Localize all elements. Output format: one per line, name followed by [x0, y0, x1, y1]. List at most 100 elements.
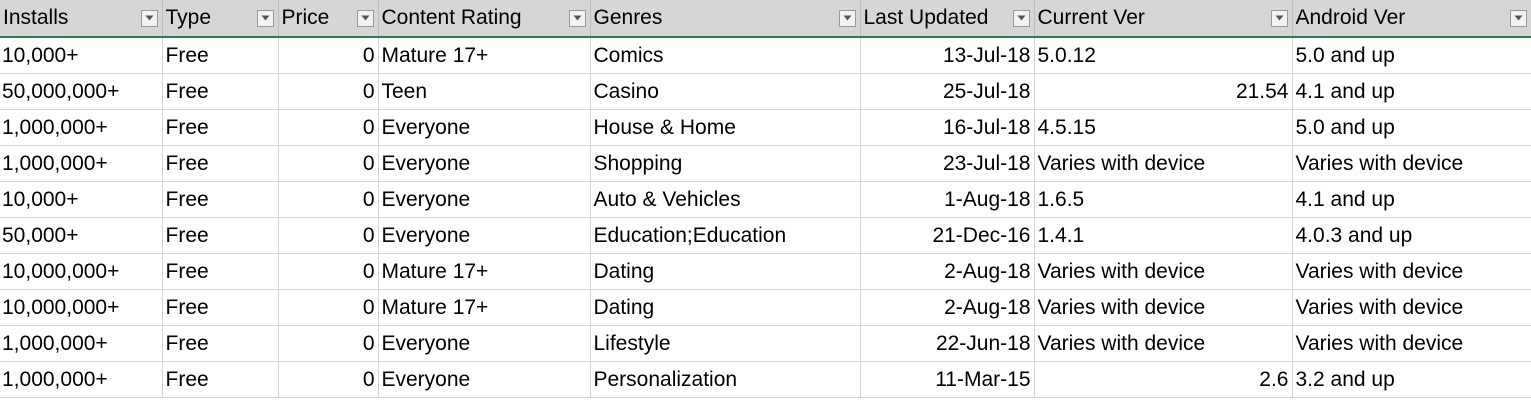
cell-installs[interactable]: 50,000+ — [0, 217, 163, 254]
cell-genres[interactable]: Lifestyle — [590, 325, 861, 362]
cell-content-rating[interactable]: Mature 17+ — [378, 253, 591, 290]
cell-type[interactable]: Free — [162, 289, 279, 326]
cell-price[interactable]: 0 — [278, 361, 379, 398]
cell-content-rating[interactable]: Everyone — [378, 145, 591, 182]
cell-current-ver[interactable]: 1.6.5 — [1034, 181, 1293, 218]
cell-genres[interactable]: House & Home — [590, 109, 861, 146]
cell-content-rating[interactable]: Everyone — [378, 361, 591, 398]
column-header-label: Android Ver — [1295, 6, 1406, 29]
filter-dropdown-arrow-icon[interactable] — [356, 9, 374, 27]
cell-installs[interactable]: 50,000,000+ — [0, 73, 163, 110]
cell-price[interactable]: 0 — [278, 325, 379, 362]
cell-installs[interactable]: 1,000,000+ — [0, 145, 163, 182]
cell-installs[interactable]: 10,000+ — [0, 37, 163, 74]
cell-current-ver[interactable]: Varies with device — [1034, 289, 1293, 326]
filter-dropdown-arrow-icon[interactable] — [568, 9, 586, 27]
cell-last-updated[interactable]: 2-Aug-18 — [860, 253, 1035, 290]
cell-price[interactable]: 0 — [278, 217, 379, 254]
cell-genres[interactable]: Dating — [590, 289, 861, 326]
cell-installs[interactable]: 10,000,000+ — [0, 289, 163, 326]
cell-content-rating[interactable]: Mature 17+ — [378, 37, 591, 74]
cell-current-ver[interactable]: 21.54 — [1034, 73, 1293, 110]
cell-genres[interactable]: Dating — [590, 253, 861, 290]
cell-content-rating[interactable]: Everyone — [378, 109, 591, 146]
cell-genres[interactable]: Shopping — [590, 145, 861, 182]
cell-current-ver[interactable]: 4.5.15 — [1034, 109, 1293, 146]
cell-installs[interactable]: 10,000,000+ — [0, 253, 163, 290]
cell-android-ver[interactable]: Varies with device — [1292, 325, 1531, 362]
cell-android-ver[interactable]: Varies with device — [1292, 253, 1531, 290]
cell-last-updated[interactable]: 2-Aug-18 — [860, 289, 1035, 326]
cell-current-ver[interactable]: 1.4.1 — [1034, 217, 1293, 254]
cell-price[interactable]: 0 — [278, 253, 379, 290]
cell-genres[interactable]: Personalization — [590, 361, 861, 398]
cell-android-ver[interactable]: Varies with device — [1292, 145, 1531, 182]
cell-content-rating[interactable]: Teen — [378, 73, 591, 110]
table-row: 1,000,000+ Free 0 Everyone House & Home 16-Ju… — [0, 109, 1531, 146]
cell-type[interactable]: Free — [162, 109, 279, 146]
column-header-installs[interactable]: Installs — [0, 0, 163, 38]
filter-dropdown-arrow-icon[interactable] — [256, 9, 274, 27]
cell-android-ver[interactable]: 5.0 and up — [1292, 37, 1531, 74]
cell-type[interactable]: Free — [162, 325, 279, 362]
column-header-genres[interactable]: Genres — [590, 0, 861, 38]
cell-content-rating[interactable]: Everyone — [378, 181, 591, 218]
cell-last-updated[interactable]: 22-Jun-18 — [860, 325, 1035, 362]
cell-last-updated[interactable]: 16-Jul-18 — [860, 109, 1035, 146]
cell-last-updated[interactable]: 21-Dec-16 — [860, 217, 1035, 254]
cell-installs[interactable]: 1,000,000+ — [0, 325, 163, 362]
cell-price[interactable]: 0 — [278, 73, 379, 110]
cell-installs[interactable]: 10,000+ — [0, 181, 163, 218]
cell-type[interactable]: Free — [162, 145, 279, 182]
cell-genres[interactable]: Comics — [590, 37, 861, 74]
column-header-content-rating[interactable]: Content Rating — [378, 0, 591, 38]
cell-type[interactable]: Free — [162, 181, 279, 218]
cell-content-rating[interactable]: Mature 17+ — [378, 289, 591, 326]
table-row: 50,000,000+ Free 0 Teen Casino 25-Jul-18 21.54… — [0, 73, 1531, 110]
cell-price[interactable]: 0 — [278, 289, 379, 326]
cell-current-ver[interactable]: Varies with device — [1034, 145, 1293, 182]
cell-last-updated[interactable]: 23-Jul-18 — [860, 145, 1035, 182]
filter-dropdown-arrow-icon[interactable] — [838, 9, 856, 27]
cell-installs[interactable]: 1,000,000+ — [0, 361, 163, 398]
cell-price[interactable]: 0 — [278, 37, 379, 74]
cell-genres[interactable]: Education;Education — [590, 217, 861, 254]
cell-genres[interactable]: Auto & Vehicles — [590, 181, 861, 218]
column-header-price[interactable]: Price — [278, 0, 379, 38]
cell-android-ver[interactable]: 4.1 and up — [1292, 73, 1531, 110]
cell-content-rating[interactable]: Everyone — [378, 217, 591, 254]
cell-type[interactable]: Free — [162, 253, 279, 290]
cell-current-ver[interactable]: Varies with device — [1034, 325, 1293, 362]
table-row: 1,000,000+ Free 0 Everyone Personalization 11… — [0, 361, 1531, 398]
cell-price[interactable]: 0 — [278, 181, 379, 218]
cell-type[interactable]: Free — [162, 217, 279, 254]
filter-dropdown-arrow-icon[interactable] — [1270, 9, 1288, 27]
cell-last-updated[interactable]: 13-Jul-18 — [860, 37, 1035, 74]
column-header-android-ver[interactable]: Android Ver — [1292, 0, 1531, 38]
column-header-last-updated[interactable]: Last Updated — [860, 0, 1035, 38]
cell-type[interactable]: Free — [162, 361, 279, 398]
cell-last-updated[interactable]: 11-Mar-15 — [860, 361, 1035, 398]
cell-current-ver[interactable]: 2.6 — [1034, 361, 1293, 398]
cell-last-updated[interactable]: 1-Aug-18 — [860, 181, 1035, 218]
cell-genres[interactable]: Casino — [590, 73, 861, 110]
column-header-type[interactable]: Type — [162, 0, 279, 38]
cell-price[interactable]: 0 — [278, 109, 379, 146]
cell-type[interactable]: Free — [162, 73, 279, 110]
cell-price[interactable]: 0 — [278, 145, 379, 182]
cell-current-ver[interactable]: 5.0.12 — [1034, 37, 1293, 74]
cell-installs[interactable]: 1,000,000+ — [0, 109, 163, 146]
cell-last-updated[interactable]: 25-Jul-18 — [860, 73, 1035, 110]
cell-content-rating[interactable]: Everyone — [378, 325, 591, 362]
cell-android-ver[interactable]: Varies with device — [1292, 289, 1531, 326]
column-header-current-ver[interactable]: Current Ver — [1034, 0, 1293, 38]
filter-dropdown-arrow-icon[interactable] — [1509, 9, 1527, 27]
filter-dropdown-arrow-icon[interactable] — [140, 9, 158, 27]
cell-android-ver[interactable]: 3.2 and up — [1292, 361, 1531, 398]
cell-type[interactable]: Free — [162, 37, 279, 74]
cell-current-ver[interactable]: Varies with device — [1034, 253, 1293, 290]
cell-android-ver[interactable]: 4.0.3 and up — [1292, 217, 1531, 254]
cell-android-ver[interactable]: 5.0 and up — [1292, 109, 1531, 146]
cell-android-ver[interactable]: 4.1 and up — [1292, 181, 1531, 218]
filter-dropdown-arrow-icon[interactable] — [1012, 9, 1030, 27]
